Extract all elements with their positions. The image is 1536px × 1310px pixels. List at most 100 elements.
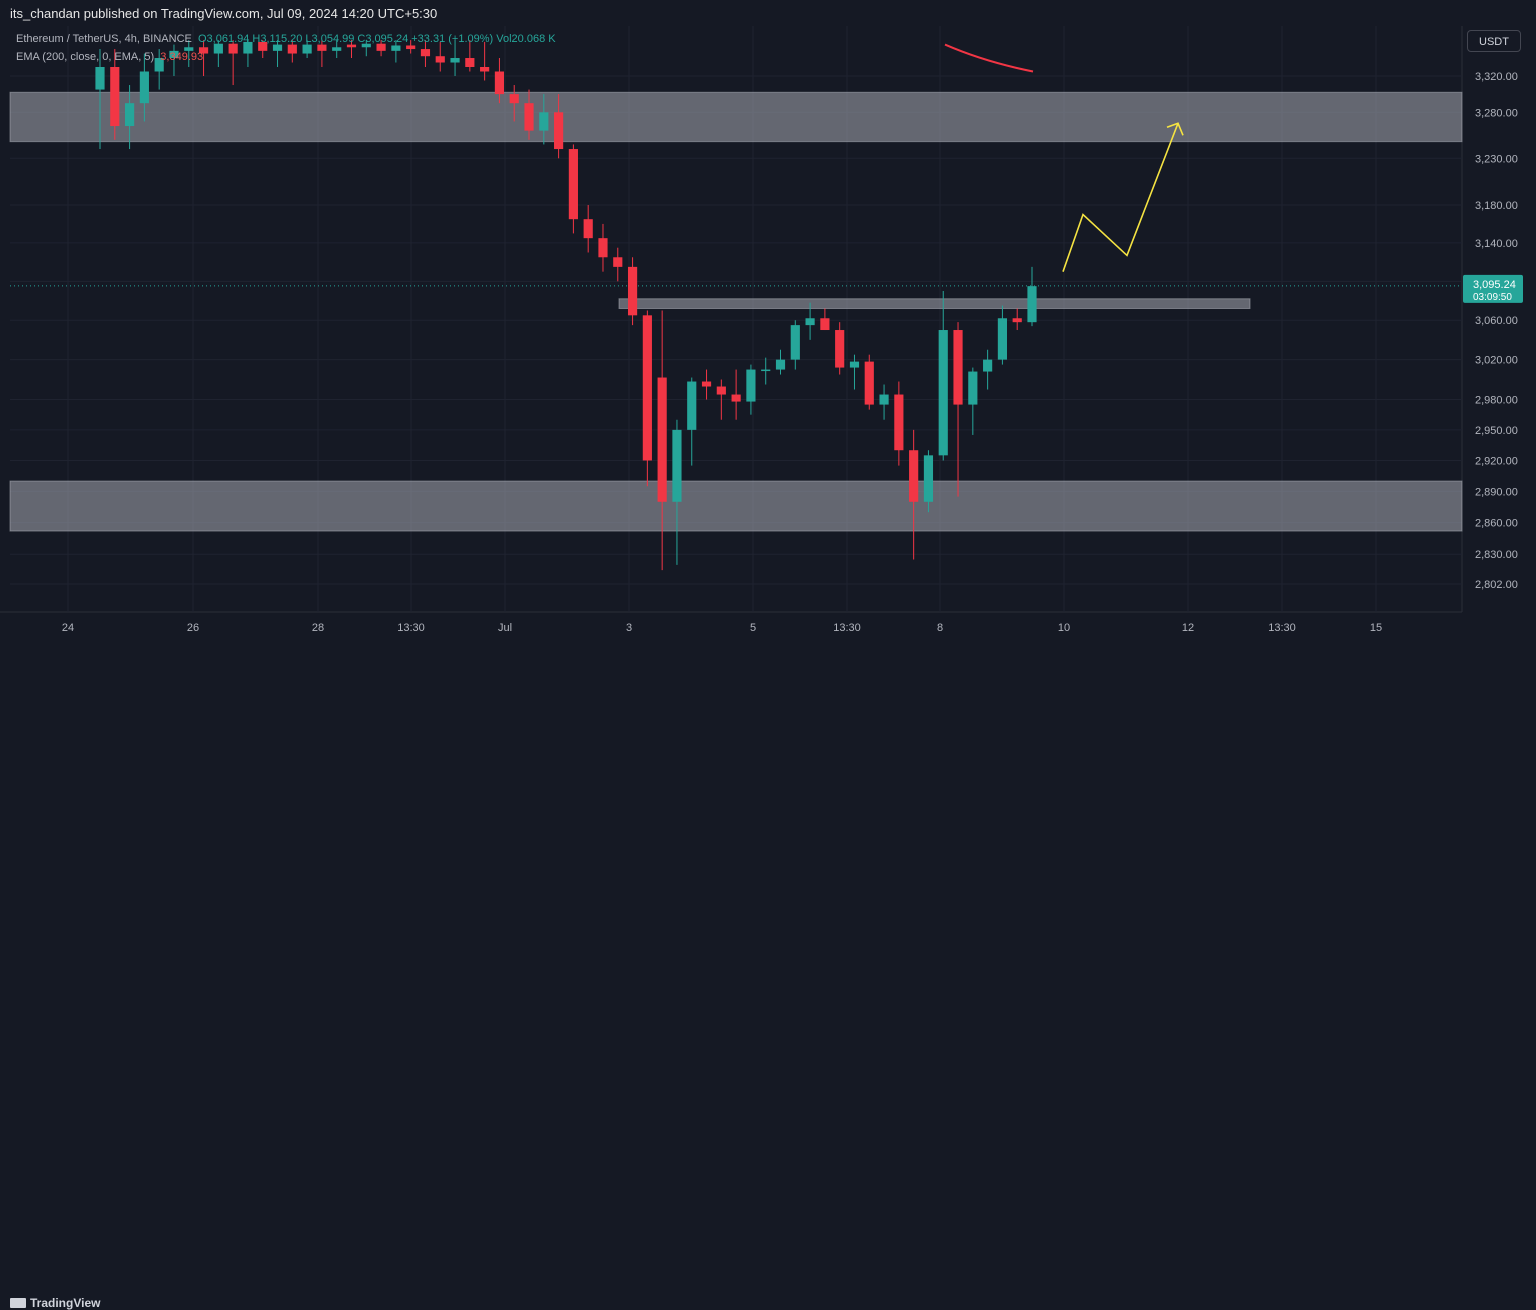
candle-body bbox=[775, 359, 786, 370]
candle-body bbox=[435, 56, 445, 63]
ema-line bbox=[944, 43, 1034, 73]
time-tick-label: 3 bbox=[626, 622, 632, 634]
candle-body bbox=[346, 44, 357, 48]
candle-body bbox=[731, 394, 741, 402]
candle-body bbox=[909, 450, 919, 502]
brand-name: TradingView bbox=[30, 1296, 101, 1310]
candle-body bbox=[761, 369, 771, 372]
price-tick-label: 3,320.00 bbox=[1475, 71, 1518, 83]
candle-body bbox=[139, 71, 149, 104]
candle-body bbox=[968, 371, 978, 405]
time-tick-label: 5 bbox=[750, 622, 756, 634]
footer-bar: TradingView bbox=[0, 646, 1536, 1310]
candle-body bbox=[198, 47, 209, 54]
candle-body bbox=[406, 45, 416, 50]
price-tick-label: 2,950.00 bbox=[1475, 425, 1518, 437]
candle-body bbox=[154, 58, 164, 72]
time-tick-label: 12 bbox=[1182, 622, 1194, 634]
candle-body bbox=[125, 103, 135, 127]
price-tick-label: 3,140.00 bbox=[1475, 238, 1518, 250]
candle-body bbox=[287, 44, 297, 54]
price-tick-label: 3,020.00 bbox=[1475, 355, 1518, 367]
ema-legend[interactable]: EMA (200, close, 0, EMA, 5) 3,349.93 bbox=[16, 51, 203, 63]
candle-body bbox=[317, 44, 327, 51]
ema-label: EMA (200, close, 0, EMA, 5) bbox=[16, 51, 155, 63]
candle-body bbox=[509, 94, 519, 104]
candle-body bbox=[879, 394, 889, 405]
candle-body bbox=[539, 112, 549, 131]
sr-zone bbox=[9, 480, 1463, 532]
candle-body bbox=[657, 377, 667, 502]
publisher-line: its_chandan published on TradingView.com… bbox=[10, 6, 438, 21]
candle-body bbox=[997, 318, 1007, 360]
candle-body bbox=[687, 381, 697, 430]
candle-body bbox=[524, 103, 534, 131]
price-tick-label: 2,920.00 bbox=[1475, 455, 1518, 467]
projection-path bbox=[1062, 123, 1179, 272]
candle-body bbox=[376, 43, 386, 51]
time-tick-label: 26 bbox=[187, 622, 199, 634]
candle-body bbox=[243, 41, 253, 54]
candle-body bbox=[894, 394, 904, 451]
currency-button[interactable]: USDT bbox=[1467, 30, 1521, 52]
ema-value: 3,349.93 bbox=[160, 51, 204, 63]
candle-body bbox=[805, 318, 815, 326]
candle-body bbox=[790, 325, 800, 360]
time-tick-label: 10 bbox=[1058, 622, 1070, 634]
symbol-legend[interactable]: Ethereum / TetherUS, 4h, BINANCE O3,061.… bbox=[16, 33, 556, 45]
candle-body bbox=[568, 149, 578, 220]
price-tick-label: 3,230.00 bbox=[1475, 153, 1518, 165]
time-tick-label: 13:30 bbox=[1268, 622, 1296, 634]
candle-body bbox=[332, 47, 342, 51]
time-tick-label: 15 bbox=[1370, 622, 1382, 634]
candle-body bbox=[228, 43, 238, 54]
candle-body bbox=[864, 361, 874, 405]
price-tick-label: 2,980.00 bbox=[1475, 395, 1518, 407]
candle-body bbox=[258, 41, 268, 51]
candle-body bbox=[583, 219, 593, 239]
candle-body bbox=[1012, 318, 1022, 323]
candle-body bbox=[746, 369, 756, 402]
candle-body bbox=[701, 381, 712, 387]
time-tick-label: 8 bbox=[937, 622, 943, 634]
candle-body bbox=[672, 429, 682, 502]
candle-body bbox=[213, 43, 223, 54]
candle-body bbox=[420, 49, 431, 57]
candle-body bbox=[642, 315, 652, 461]
price-tick-label: 2,890.00 bbox=[1475, 486, 1518, 498]
time-tick-label: 24 bbox=[62, 622, 74, 634]
price-tick-label: 3,060.00 bbox=[1475, 315, 1518, 327]
tradingview-logo[interactable]: TradingView bbox=[10, 1296, 100, 1310]
candle-body bbox=[450, 58, 460, 63]
current-price-tag bbox=[1463, 274, 1523, 303]
candle-body bbox=[95, 66, 105, 90]
publish-bar: its_chandan published on TradingView.com… bbox=[0, 0, 1536, 26]
candle-body bbox=[494, 71, 505, 95]
price-tick-label: 3,180.00 bbox=[1475, 200, 1518, 212]
symbol-title: Ethereum / TetherUS, 4h, BINANCE bbox=[16, 33, 192, 45]
candle-body bbox=[716, 386, 726, 395]
time-tick-label: 13:30 bbox=[833, 622, 861, 634]
price-tick-label: 2,830.00 bbox=[1475, 549, 1518, 561]
price-chart[interactable]: 3,320.00 3,280.00 3,230.00 3,180.00 3,140.00… bbox=[0, 0, 1536, 672]
candle-body bbox=[820, 318, 830, 331]
sr-zone bbox=[618, 298, 1251, 309]
time-tick-label: Jul bbox=[498, 622, 512, 634]
sr-zone bbox=[9, 91, 1463, 143]
price-tick-label: 2,860.00 bbox=[1475, 518, 1518, 530]
candle-body bbox=[480, 66, 490, 72]
candle-body bbox=[391, 45, 401, 51]
candle-body bbox=[627, 266, 638, 316]
time-tick-label: 28 bbox=[312, 622, 324, 634]
candle-body bbox=[184, 47, 194, 51]
candle-body bbox=[835, 330, 845, 368]
projection-arrowhead bbox=[1166, 122, 1184, 136]
candle-body bbox=[465, 58, 475, 67]
candle-body bbox=[598, 238, 608, 258]
current-price-value: 3,095.24 bbox=[1473, 279, 1516, 291]
candle-body bbox=[938, 330, 948, 456]
candle-body bbox=[169, 50, 179, 59]
candle-body bbox=[849, 361, 860, 368]
candle-body bbox=[302, 44, 312, 54]
tradingview-mark-icon bbox=[10, 1297, 26, 1308]
